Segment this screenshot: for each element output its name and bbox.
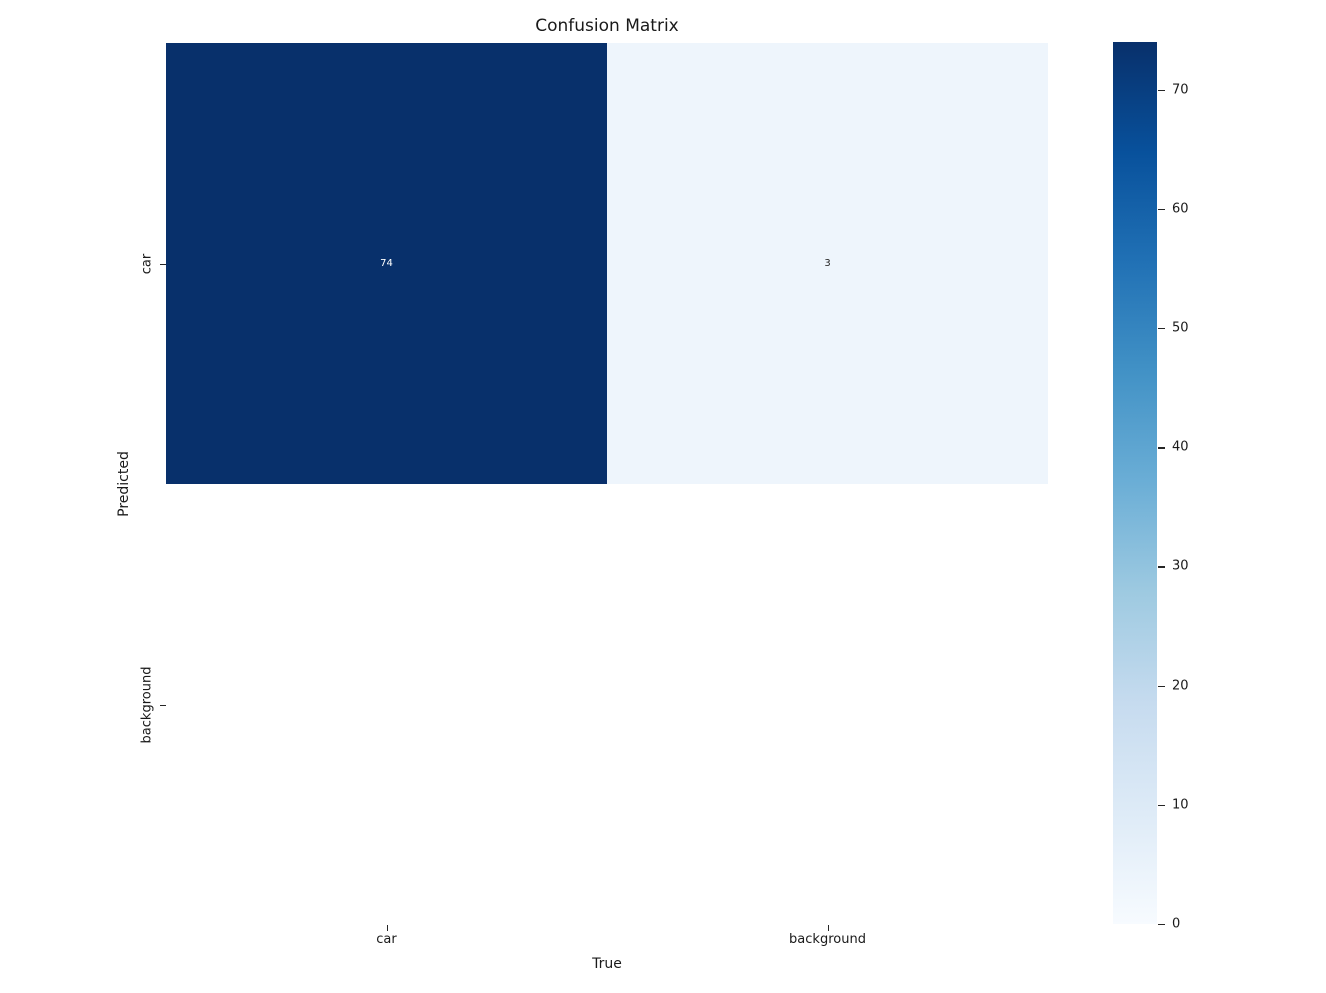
colorbar-tick-mark	[1158, 924, 1165, 926]
chart-title: Confusion Matrix	[535, 16, 679, 36]
colorbar-tick-mark	[1158, 566, 1165, 568]
heatmap-cell: 74	[166, 43, 607, 484]
colorbar-tick-label: 40	[1172, 439, 1189, 455]
colorbar-tick-mark	[1158, 685, 1165, 687]
colorbar-tick-label: 70	[1172, 82, 1189, 98]
x-tick-label: car	[376, 932, 397, 947]
colorbar-tick-mark	[1158, 804, 1165, 807]
colorbar-tick-label: 20	[1172, 678, 1189, 694]
colorbar-tick-label: 50	[1172, 320, 1189, 336]
heatmap-plot-area: 74 3	[166, 43, 1048, 925]
x-axis-label: True	[592, 956, 622, 972]
colorbar-tick-mark	[1158, 447, 1165, 449]
y-tick-label: background	[139, 666, 155, 743]
colorbar-tick-label: 0	[1172, 916, 1181, 932]
colorbar	[1113, 42, 1157, 924]
colorbar-tick-label: 30	[1172, 558, 1189, 574]
y-tick-label: car	[139, 253, 155, 274]
y-tick-mark	[160, 263, 166, 265]
y-tick-mark	[160, 704, 166, 706]
colorbar-tick-mark	[1158, 208, 1165, 211]
colorbar-tick-mark	[1158, 89, 1165, 92]
x-tick-mark	[386, 925, 388, 931]
x-tick-label: background	[789, 932, 866, 947]
cell-value: 74	[380, 257, 393, 269]
colorbar-tick-mark	[1158, 328, 1165, 330]
colorbar-tick-label: 10	[1172, 797, 1189, 813]
cell-value: 3	[824, 257, 831, 269]
x-tick-mark	[827, 925, 829, 931]
y-axis-label: Predicted	[116, 451, 132, 517]
heatmap-cell: 3	[607, 43, 1048, 484]
colorbar-tick-label: 60	[1172, 201, 1189, 217]
